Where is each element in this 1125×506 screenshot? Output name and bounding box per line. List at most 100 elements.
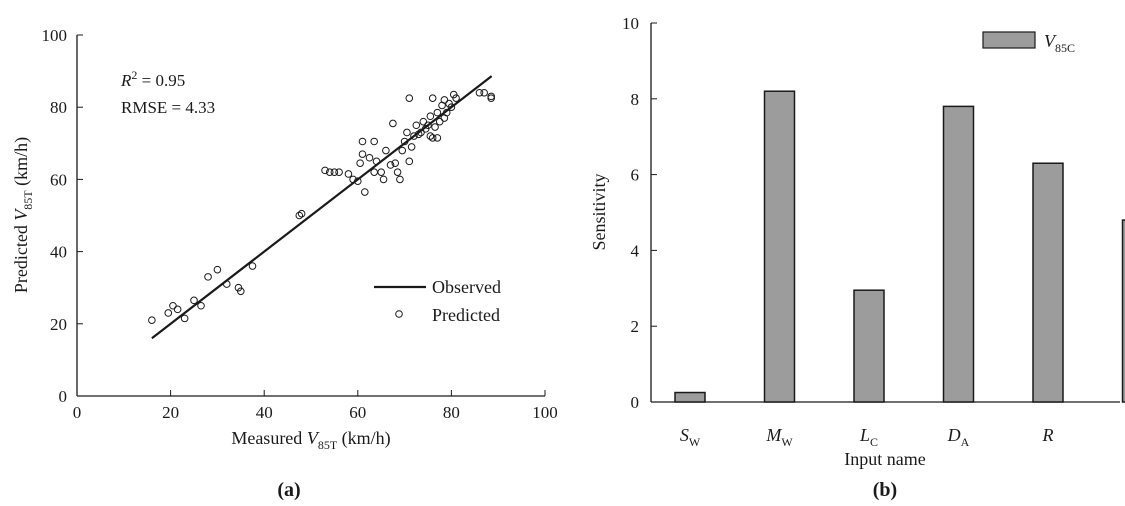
scatter-y-axis-title: Predicted V85T (km/h) [11, 137, 35, 293]
predicted-point [433, 134, 442, 142]
predicted-point [452, 94, 460, 102]
scatter-y-tick-label: 40 [50, 243, 67, 262]
legend-v85c-label: V85C [1044, 31, 1075, 55]
predicted-point [370, 168, 378, 176]
predicted-point [361, 188, 369, 196]
predicted-point [426, 112, 435, 121]
predicted-point [405, 157, 414, 166]
bar-x-tick-label-var: M [765, 425, 782, 445]
scatter-legend: Observed Predicted [374, 277, 501, 325]
predicted-point [330, 168, 339, 176]
panel-label-a: (a) [277, 479, 300, 501]
bar-series [674, 90, 1125, 403]
predicted-point [297, 209, 306, 218]
bar [942, 105, 975, 403]
predicted-point [412, 121, 421, 130]
bar-x-axis-title: Input name [844, 449, 925, 469]
bar-y-tick-label: 4 [631, 241, 640, 260]
predicted-point [386, 161, 395, 169]
bar-x-tick-label-var: D [947, 425, 961, 445]
predicted-point [173, 305, 182, 314]
predicted-point [440, 96, 449, 104]
predicted-point [180, 314, 189, 323]
scatter-x-tick-label: 60 [349, 403, 366, 422]
predicted-point [295, 211, 304, 220]
predicted-point [213, 265, 222, 274]
bar-y-axis-title: Sensitivity [589, 173, 609, 250]
predicted-point [400, 137, 409, 146]
predicted-point [148, 316, 156, 324]
predicted-point [398, 146, 407, 155]
scatter-y-tick-label: 20 [50, 315, 67, 334]
scatter-x-tick-label: 20 [162, 403, 179, 422]
predicted-point [435, 117, 444, 126]
bar-x-tick-label: R [1042, 425, 1054, 445]
bar-y-tick-label: 0 [631, 393, 640, 412]
bar-x-tick-label-sub: C [870, 435, 878, 449]
bar-x-tick-label: LC [859, 425, 878, 449]
legend-observed-label: Observed [432, 277, 501, 297]
predicted-point [382, 146, 390, 155]
legend-v85c-swatch [982, 31, 1036, 49]
predicted-point [410, 132, 418, 140]
predicted-point [405, 94, 414, 102]
scatter-x-tick-label: 80 [443, 403, 460, 422]
predicted-point [358, 150, 367, 158]
predicted-point [370, 137, 378, 146]
bar-x-tick-label-var: S [680, 425, 689, 445]
observed-series [151, 75, 493, 340]
scatter-y-tick-label: 100 [42, 26, 68, 45]
predicted-point [365, 153, 374, 162]
scatter-panel: 0 20 40 60 80 100 0 20 40 60 80 100 R2 = 0.95 RMSE… [11, 26, 558, 501]
predicted-point [248, 262, 257, 270]
predicted-point [379, 175, 388, 184]
scatter-y-tick-label: 60 [50, 170, 67, 189]
predicted-point [190, 296, 198, 305]
predicted-point [197, 301, 205, 310]
bar-x-tick-label-sub: W [689, 435, 701, 449]
bar-y-tick-label: 8 [631, 90, 640, 109]
bar-y-tick-label: 10 [622, 14, 639, 33]
predicted-point [487, 94, 495, 102]
predicted-point [424, 121, 432, 130]
legend-predicted-label: Predicted [432, 305, 500, 325]
scatter-y-tick-label: 0 [59, 387, 68, 406]
predicted-point [393, 168, 402, 176]
predicted-point [433, 108, 442, 117]
predicted-point [426, 132, 435, 140]
predicted-point [414, 130, 423, 139]
predicted-point [407, 143, 416, 151]
predicted-point [237, 287, 245, 296]
scatter-x-axis-title: Measured V85T (km/h) [231, 428, 390, 452]
scatter-x-tick-label: 100 [532, 403, 558, 422]
predicted-point [344, 170, 353, 178]
observed-line [151, 75, 493, 340]
bar-y-tick-label: 6 [631, 166, 640, 185]
r2-annotation: R2 = 0.95 [120, 68, 185, 90]
predicted-point [358, 137, 367, 146]
bar [853, 289, 885, 403]
predicted-point [335, 168, 343, 176]
predicted-point [377, 168, 386, 176]
predicted-series [148, 88, 495, 324]
predicted-point [389, 119, 397, 128]
bar [1121, 219, 1125, 403]
predicted-point [164, 309, 173, 317]
predicted-point [428, 94, 437, 102]
bar-x-tick-label: DA [947, 425, 970, 449]
bar-x-tick-label: MW [765, 425, 793, 449]
predicted-point [417, 128, 425, 137]
bar-y-ticks: 0 2 4 6 8 10 [622, 14, 657, 412]
predicted-point [222, 280, 231, 288]
predicted-point [356, 159, 364, 167]
bar-legend: V85C [982, 31, 1075, 55]
scatter-y-ticks: 0 20 40 60 80 100 [42, 26, 83, 406]
predicted-point [204, 273, 212, 281]
predicted-point [354, 177, 362, 186]
bar-x-tick-label-var: R [1042, 425, 1054, 445]
panel-label-b: (b) [873, 479, 897, 501]
bar-x-tick-label-var: L [859, 425, 870, 445]
bar [1032, 162, 1064, 403]
scatter-y-tick-label: 80 [50, 98, 67, 117]
